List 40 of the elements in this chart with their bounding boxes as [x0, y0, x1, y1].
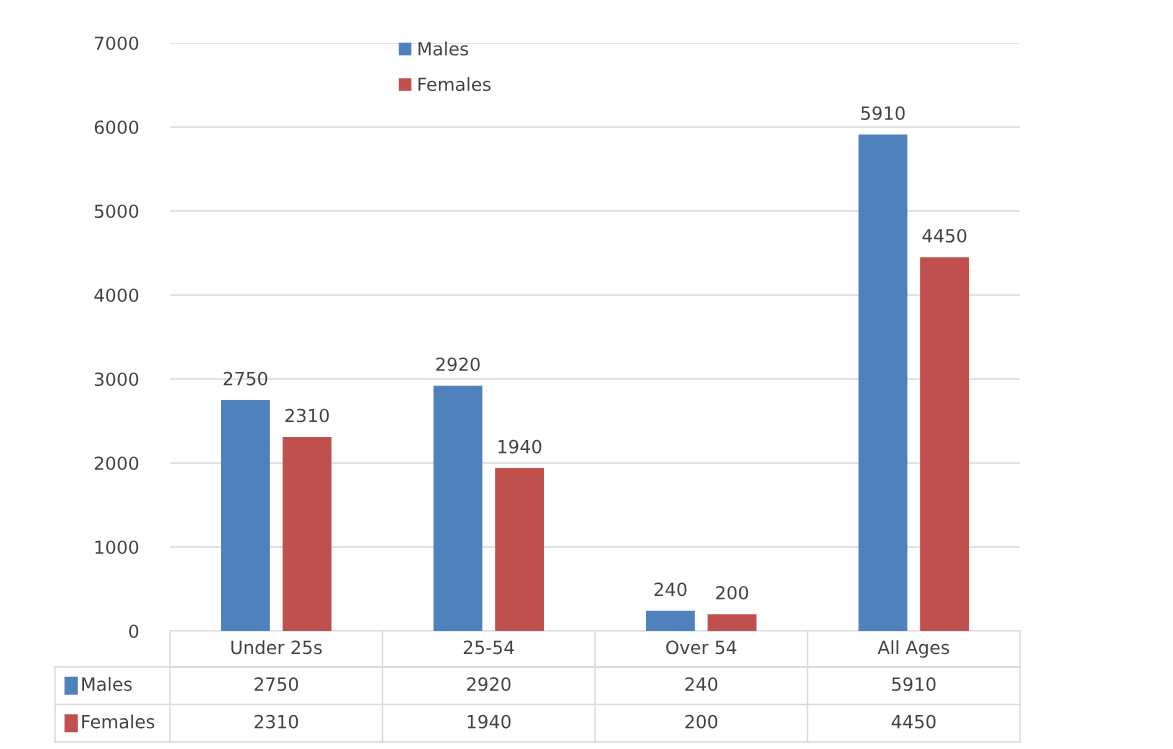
x-tick-label: 25-54: [463, 640, 514, 655]
y-tick-label: 4000: [94, 288, 139, 303]
bar: [495, 468, 544, 631]
data-label: 2750: [223, 371, 268, 386]
data-label: 4450: [922, 228, 967, 243]
text: 240: [685, 677, 718, 691]
bar: [707, 614, 757, 631]
bar: [920, 257, 969, 631]
y-tick-label: 6000: [94, 120, 139, 135]
bar: [282, 436, 332, 631]
text: 4450: [891, 714, 936, 729]
legend-label: Males: [82, 677, 132, 691]
x-tick-label: Over 54: [666, 640, 737, 655]
legend-label: Males: [418, 41, 469, 56]
bar: [646, 610, 695, 631]
legend-label: Females: [418, 77, 491, 92]
y-tick-label: 0: [129, 624, 139, 639]
y-tick-label: 2000: [94, 456, 139, 471]
text: 1940: [467, 714, 511, 729]
text: 5910: [892, 677, 936, 691]
bar: [858, 134, 908, 631]
x-tick-label: All Ages: [877, 640, 950, 658]
bar: [433, 385, 483, 631]
text: 200: [685, 714, 718, 729]
y-tick-label: 7000: [94, 36, 139, 51]
text: 2750: [254, 677, 299, 691]
text: 2920: [467, 677, 511, 691]
y-tick-label: 3000: [94, 372, 139, 387]
text: 2310: [254, 714, 299, 729]
data-label: 1940: [498, 439, 542, 454]
data-label: 2920: [436, 357, 480, 372]
legend-label: Females: [82, 714, 155, 729]
data-label: 240: [654, 582, 687, 597]
data-label: 2310: [285, 408, 329, 423]
data-label: 5910: [861, 106, 905, 120]
x-tick-label: Under 25s: [231, 640, 322, 655]
y-tick-label: 1000: [95, 540, 139, 555]
y-tick-label: 5000: [94, 204, 139, 219]
bar: [221, 400, 270, 631]
data-label: 200: [716, 585, 749, 600]
